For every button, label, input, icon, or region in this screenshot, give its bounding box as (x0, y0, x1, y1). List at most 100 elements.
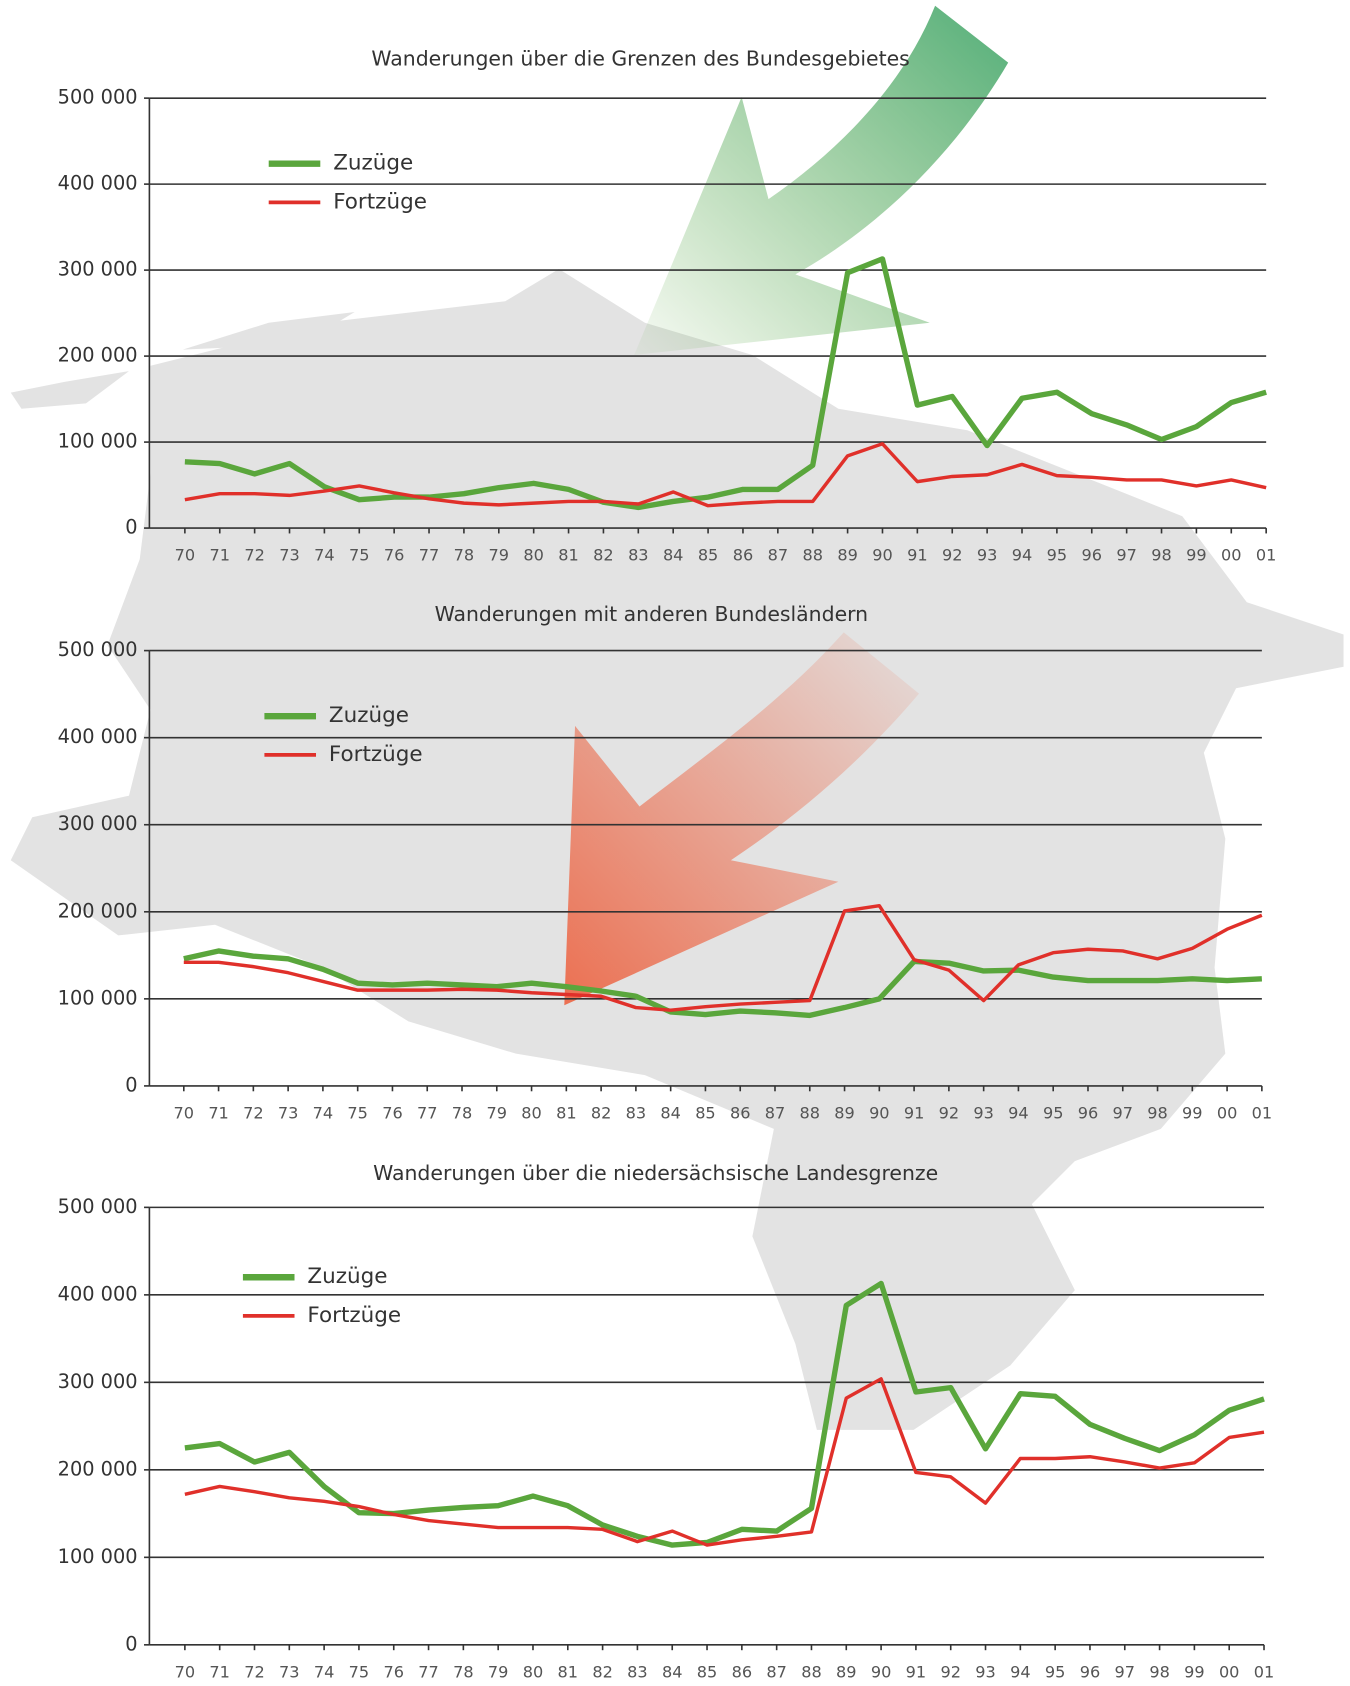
series-line (184, 1377, 1265, 1547)
x-tick-label: 01 (1254, 1662, 1275, 1681)
x-tick-label: 93 (975, 1662, 996, 1681)
series-line (184, 1280, 1265, 1548)
y-tick-label: 0 (125, 1073, 137, 1096)
x-tick-label: 79 (489, 546, 510, 565)
x-tick-label: 88 (802, 546, 823, 565)
x-tick-label: 72 (244, 546, 264, 565)
x-tick-label: 99 (1182, 1103, 1203, 1122)
series-line (183, 903, 1263, 1012)
x-tick-label: 91 (906, 1662, 926, 1681)
x-tick-label: 91 (907, 546, 928, 565)
x-tick-label: 97 (1115, 1662, 1136, 1681)
x-tick-label: 98 (1149, 1662, 1170, 1681)
x-tick-label: 96 (1082, 546, 1102, 565)
x-tick-label: 95 (1047, 546, 1068, 565)
x-tick-label: 73 (279, 546, 300, 565)
x-tick-label: 92 (939, 1103, 960, 1122)
x-tick-label: 82 (593, 546, 614, 565)
legend-label: Fortzüge (333, 189, 427, 214)
y-tick-label: 0 (125, 516, 137, 539)
x-tick-label: 90 (872, 546, 893, 565)
x-tick-label: 87 (765, 1103, 786, 1122)
chart-title: Wanderungen mit anderen Bundesländern (435, 602, 868, 626)
x-tick-label: 79 (488, 1662, 509, 1681)
x-tick-label: 78 (454, 546, 475, 565)
x-tick-label: 83 (628, 546, 649, 565)
series-line (184, 256, 1267, 511)
x-tick-label: 73 (279, 1662, 300, 1681)
legend-label: Fortzüge (307, 1303, 401, 1328)
x-tick-label: 92 (940, 1662, 961, 1681)
x-tick-label: 88 (801, 1662, 822, 1681)
x-tick-label: 89 (836, 1662, 857, 1681)
x-tick-label: 72 (244, 1662, 264, 1681)
x-tick-label: 84 (660, 1103, 681, 1122)
y-tick-label: 400 000 (58, 172, 138, 195)
x-tick-label: 78 (452, 1103, 473, 1122)
y-tick-label: 100 000 (58, 1545, 138, 1568)
y-tick-label: 500 000 (58, 638, 138, 661)
x-tick-label: 86 (733, 546, 753, 565)
series-line (183, 948, 1262, 1019)
x-tick-label: 70 (174, 1103, 195, 1122)
x-tick-label: 70 (175, 1662, 196, 1681)
x-tick-label: 90 (871, 1662, 892, 1681)
x-tick-label: 97 (1116, 546, 1137, 565)
x-tick-label: 98 (1151, 546, 1172, 565)
x-tick-label: 70 (175, 546, 196, 565)
x-tick-label: 96 (1080, 1662, 1101, 1681)
x-tick-label: 77 (417, 1103, 438, 1122)
x-tick-label: 89 (834, 1103, 855, 1122)
x-tick-label: 78 (453, 1662, 474, 1681)
x-tick-label: 74 (314, 546, 335, 565)
y-tick-label: 200 000 (58, 344, 138, 367)
x-tick-label: 73 (278, 1103, 299, 1122)
x-tick-label: 00 (1219, 1662, 1240, 1681)
legend-label: Fortzüge (329, 742, 423, 767)
x-tick-label: 74 (313, 1103, 334, 1122)
x-tick-label: 77 (418, 1662, 439, 1681)
x-tick-label: 86 (730, 1103, 750, 1122)
x-tick-label: 84 (662, 1662, 683, 1681)
x-tick-label: 88 (800, 1103, 821, 1122)
x-tick-label: 75 (347, 1103, 368, 1122)
x-tick-label: 76 (384, 546, 405, 565)
x-tick-label: 86 (732, 1662, 752, 1681)
y-tick-label: 500 000 (58, 86, 138, 109)
x-tick-label: 74 (314, 1662, 335, 1681)
x-tick-label: 71 (209, 1662, 230, 1681)
x-tick-label: 75 (349, 546, 370, 565)
x-tick-label: 77 (419, 546, 440, 565)
x-tick-label: 01 (1252, 1103, 1273, 1122)
x-tick-label: 82 (591, 1103, 612, 1122)
y-tick-label: 300 000 (58, 258, 138, 281)
x-tick-label: 85 (695, 1103, 715, 1122)
x-tick-label: 81 (556, 1103, 576, 1122)
x-tick-label: 81 (558, 1662, 579, 1681)
x-tick-label: 00 (1217, 1103, 1238, 1122)
x-tick-label: 71 (210, 546, 230, 565)
x-tick-label: 71 (208, 1103, 229, 1122)
x-tick-label: 97 (1113, 1103, 1134, 1122)
x-tick-label: 95 (1045, 1662, 1066, 1681)
x-tick-label: 98 (1147, 1103, 1168, 1122)
x-tick-label: 93 (977, 546, 997, 565)
x-tick-label: 99 (1186, 546, 1207, 565)
x-tick-label: 01 (1256, 546, 1277, 565)
x-tick-label: 90 (869, 1103, 889, 1122)
x-tick-label: 82 (592, 1662, 612, 1681)
x-tick-label: 80 (521, 1103, 542, 1122)
y-tick-label: 300 000 (58, 1370, 138, 1393)
chart-title: Wanderungen über die niedersächsische La… (373, 1161, 938, 1185)
x-tick-label: 81 (558, 546, 579, 565)
y-tick-label: 300 000 (58, 812, 138, 835)
y-tick-label: 200 000 (58, 899, 138, 922)
legend-label: Zuzüge (333, 151, 413, 176)
x-tick-label: 80 (523, 546, 544, 565)
x-tick-label: 85 (697, 1662, 718, 1681)
x-tick-label: 87 (768, 546, 789, 565)
x-tick-label: 93 (973, 1103, 994, 1122)
x-tick-label: 76 (383, 1662, 404, 1681)
y-tick-label: 500 000 (58, 1195, 138, 1218)
